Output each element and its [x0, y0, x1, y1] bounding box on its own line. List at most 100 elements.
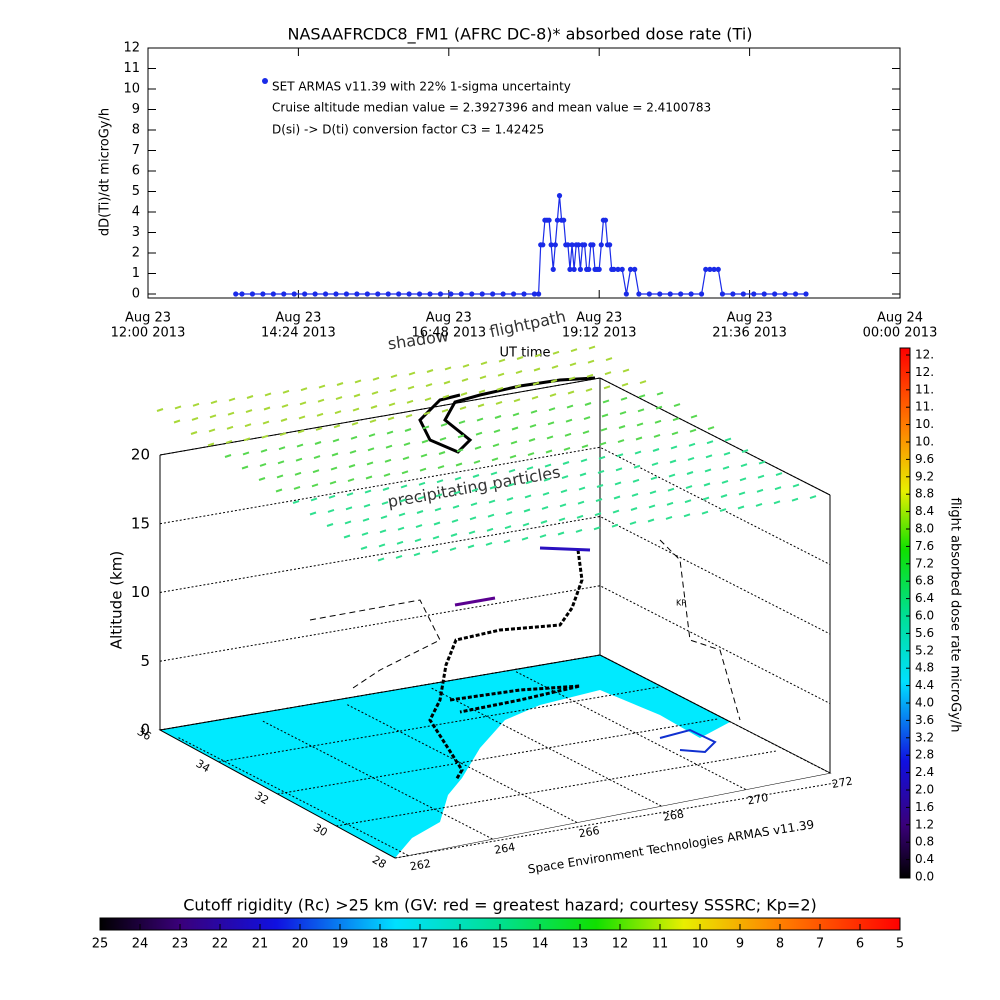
particle-mark [604, 371, 612, 376]
particle-mark [468, 530, 476, 535]
data-point [586, 266, 592, 272]
particle-mark [486, 527, 494, 532]
annotation: D(si) -> D(ti) conversion factor C3 = 1.… [272, 123, 544, 137]
particle-mark [455, 462, 463, 467]
data-point [469, 291, 475, 297]
data-point [556, 193, 563, 199]
flight-path [428, 549, 584, 781]
particle-mark [588, 345, 596, 350]
particle-mark [650, 476, 658, 481]
data-point [260, 291, 266, 297]
particle-mark [688, 442, 696, 447]
particle-mark [740, 463, 748, 468]
particle-mark [396, 540, 404, 545]
particle-mark [597, 469, 605, 474]
data-point [343, 291, 350, 297]
particle-mark [621, 382, 629, 387]
particle-mark [419, 467, 427, 472]
particle-mark [528, 438, 536, 442]
particle-mark [416, 510, 424, 514]
data-point [281, 291, 287, 297]
particle-mark [331, 452, 339, 457]
y-tick-label: 4 [132, 205, 140, 220]
annotation: KP [676, 599, 686, 608]
data-point [667, 291, 673, 297]
particle-mark [454, 476, 462, 481]
data-point [678, 291, 684, 297]
y-tick-label: 11 [123, 61, 140, 76]
data-point [567, 266, 573, 272]
particle-mark [547, 421, 555, 426]
particle-mark [487, 513, 495, 518]
colorbar-tick-label: 9.2 [915, 469, 934, 483]
particle-mark [368, 433, 376, 438]
data-point [772, 291, 778, 297]
particle-mark [347, 478, 355, 483]
colorbar-tick-label: 6.4 [915, 591, 934, 605]
particle-mark [390, 374, 398, 379]
particle-mark [192, 402, 200, 407]
particle-mark [564, 432, 572, 437]
particle-mark [652, 448, 660, 452]
particle-mark [380, 515, 388, 520]
particle-mark [615, 467, 623, 472]
particle-mark [450, 533, 458, 537]
colorbar-tick-label: 5.6 [915, 626, 934, 640]
y-tick-label: 12 [123, 41, 140, 56]
y-tick-label: 6 [132, 164, 140, 179]
particle-mark [309, 511, 317, 516]
colorbar-tick-label: 6.0 [915, 609, 934, 623]
particle-mark [584, 402, 592, 406]
particle-mark [371, 390, 379, 395]
colorbar-tick-label: 8 [776, 937, 784, 952]
particle-mark [605, 357, 613, 362]
data-point [715, 266, 721, 272]
particle-mark [332, 438, 340, 443]
lat-tick-label: 34 [194, 757, 213, 775]
particle-mark [389, 388, 397, 393]
data-point [270, 291, 276, 297]
x-tick-label: 16:48 2013 [411, 326, 486, 341]
particle-mark [417, 495, 425, 500]
particle-mark [622, 368, 630, 373]
particle-mark [334, 410, 342, 415]
particle-mark [462, 363, 470, 368]
colorbar-tick-label: 5 [896, 937, 904, 952]
colorbar-tick-label: 19 [332, 937, 349, 952]
particle-mark [345, 506, 353, 511]
colorbar-tick-label: 0.4 [915, 852, 934, 866]
colorbar-tick-label: 10. [915, 435, 934, 449]
particle-mark [503, 539, 511, 544]
particle-mark [601, 413, 609, 418]
particle-mark [602, 399, 610, 404]
colorbar-label: Cutoff rigidity (Rc) >25 km (GV: red = g… [183, 896, 817, 915]
particle-mark [668, 473, 676, 478]
y-tick-label: 3 [132, 225, 140, 240]
colorbar-tick-label: 8.4 [915, 504, 934, 518]
colorbar-tick-label: 12. [915, 365, 934, 379]
particle-mark [425, 383, 433, 388]
data-point [782, 291, 788, 297]
particle-mark [173, 419, 181, 424]
particle-mark [614, 481, 622, 486]
colorbar-tick-label: 8.0 [915, 522, 934, 536]
y-tick-label: 8 [132, 123, 140, 138]
colorbar-tick-label: 25 [92, 937, 109, 952]
particle-mark [689, 428, 697, 433]
particle-mark [336, 382, 344, 386]
particle-mark [388, 402, 396, 407]
wall-grid-line [159, 585, 831, 704]
data-point [550, 266, 556, 272]
particle-mark [491, 457, 499, 462]
particle-mark [361, 531, 369, 536]
particle-mark [569, 362, 577, 367]
particle-mark [666, 501, 674, 506]
particle-mark [543, 477, 551, 482]
particle-mark [724, 437, 732, 442]
y-tick-label: 5 [132, 184, 140, 199]
colorbar-tick-label: 12 [612, 937, 629, 952]
lon-tick-label: 272 [831, 774, 854, 790]
data-point [657, 291, 663, 297]
particle-mark [702, 496, 710, 501]
colorbar-tick-label: 0.0 [915, 870, 934, 884]
